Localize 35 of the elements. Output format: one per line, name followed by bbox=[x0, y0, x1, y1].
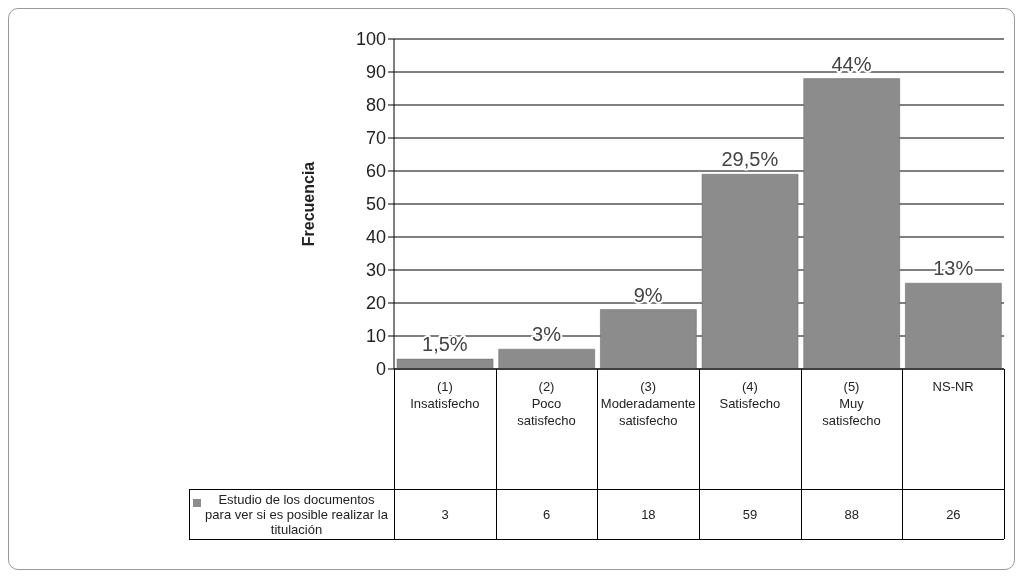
y-tick-label: 50 bbox=[365, 194, 386, 215]
bar bbox=[600, 309, 697, 369]
x-tick-label: (2) Poco satisfecho bbox=[517, 379, 576, 428]
data-label: 26 bbox=[946, 507, 961, 522]
bar bbox=[396, 358, 494, 369]
legend-label: Estudio de los documentos para ver si es posible realizar la titulación bbox=[205, 491, 388, 537]
data-label: 59 bbox=[742, 507, 758, 522]
bar bbox=[905, 282, 1002, 369]
y-tick-label: 30 bbox=[365, 260, 386, 281]
data-label: 6 bbox=[543, 507, 551, 522]
annotation: 1,5% bbox=[422, 333, 468, 356]
y-tick-label: 0 bbox=[375, 359, 386, 380]
x-tick-label: (4) Satisfecho bbox=[719, 379, 781, 411]
y-tick-label: 40 bbox=[365, 227, 386, 248]
bar bbox=[701, 174, 799, 369]
data-label: 88 bbox=[844, 507, 859, 522]
y-tick-label: 10 bbox=[365, 326, 386, 347]
x-tick-label: NS-NR bbox=[932, 379, 974, 394]
y-tick-label: 100 bbox=[355, 29, 386, 50]
data-label: 18 bbox=[641, 507, 656, 522]
y-tick-label: 80 bbox=[365, 95, 386, 116]
bar bbox=[803, 78, 900, 369]
y-tick-label: 60 bbox=[365, 161, 386, 182]
data-label: 3 bbox=[441, 507, 449, 522]
x-tick-label: (3) Moderadamente satisfecho bbox=[600, 379, 696, 428]
annotation: 29,5% bbox=[721, 148, 779, 171]
y-tick-label: 70 bbox=[365, 128, 386, 149]
y-axis-title: Frecuencia bbox=[300, 161, 318, 247]
bar bbox=[498, 348, 595, 369]
y-tick-label: 20 bbox=[365, 293, 386, 314]
annotation: 44% bbox=[831, 52, 872, 75]
x-tick-label: (1) Insatisfecho bbox=[410, 379, 480, 411]
annotation: 9% bbox=[633, 283, 663, 306]
y-tick-label: 90 bbox=[365, 62, 386, 83]
x-tick-label: (5) Muy satisfecho bbox=[822, 379, 881, 428]
